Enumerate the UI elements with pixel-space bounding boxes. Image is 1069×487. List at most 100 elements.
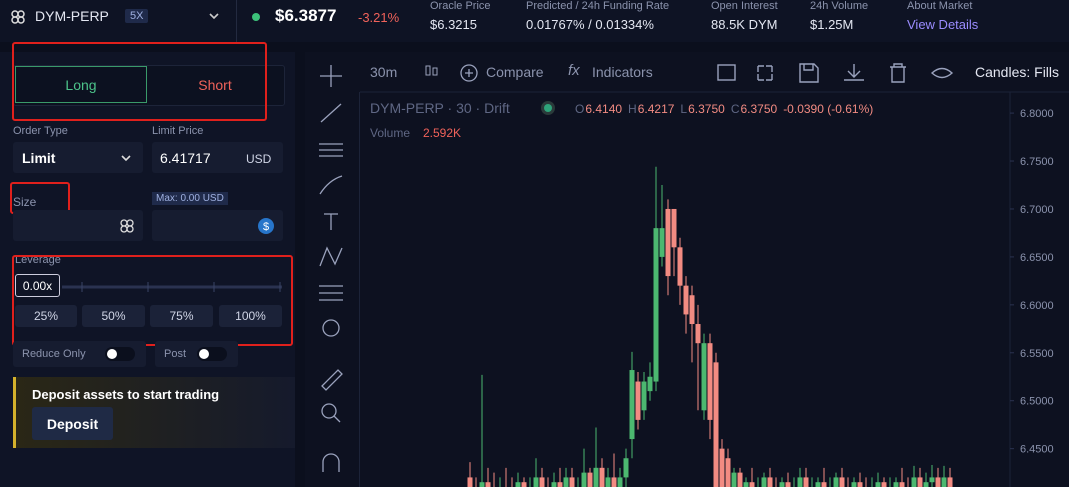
field-label: Size — [13, 195, 37, 209]
candle-body — [767, 477, 773, 487]
candle-body — [611, 477, 617, 487]
toggle-label: Reduce Only — [22, 348, 86, 360]
fib-tool[interactable] — [319, 285, 343, 301]
field-label: Limit Price — [152, 125, 204, 137]
text-tool[interactable] — [324, 213, 338, 230]
candle-body — [467, 477, 473, 487]
candle-body — [875, 482, 881, 487]
candle-body — [743, 482, 749, 487]
stat-value: $6.3215 — [430, 17, 477, 32]
layout-button[interactable] — [717, 64, 736, 81]
ohlc-label: L — [680, 102, 687, 116]
candle-body — [893, 482, 899, 487]
leverage-input[interactable]: 0.00x — [15, 274, 60, 297]
y-tick-label: 6.5000 — [1020, 396, 1054, 408]
candle-body — [941, 477, 947, 487]
indicators-button[interactable]: Indicators — [592, 64, 653, 80]
market-name[interactable]: DYM-PERP — [35, 8, 109, 24]
candle-body — [851, 482, 857, 487]
compare-button[interactable]: Compare — [486, 64, 544, 80]
ohlc-value: 6.3750 — [688, 102, 725, 116]
candle-body — [839, 477, 845, 487]
candle-body — [569, 477, 575, 487]
candle-body — [713, 362, 719, 487]
pattern-tool[interactable] — [319, 246, 343, 267]
y-tick-label: 6.8000 — [1020, 108, 1054, 120]
ohlc-label: H — [628, 102, 637, 116]
field-label: Order Type — [13, 125, 68, 137]
limit-price-input[interactable] — [152, 142, 283, 173]
stat-label: Oracle Price — [430, 0, 491, 12]
crosshair-tool[interactable] — [320, 65, 342, 87]
short-button[interactable]: Short — [198, 76, 232, 93]
market-chevron[interactable] — [208, 10, 220, 22]
chart-title: DYM-PERP · 30 · Drift — [370, 100, 510, 116]
interval[interactable]: 30m — [370, 64, 398, 80]
y-tick-label: 6.5500 — [1020, 348, 1054, 360]
candle-body — [635, 381, 641, 420]
line-tool[interactable] — [320, 103, 342, 123]
long-button[interactable]: Long — [15, 66, 147, 103]
fullscreen-button[interactable] — [757, 65, 773, 81]
candle-body — [881, 482, 887, 487]
candles-mode[interactable]: Candles: Fills — [975, 64, 1060, 80]
order-type-value: Limit — [22, 150, 56, 166]
stat-value: $1.25M — [810, 17, 854, 32]
toggle-switch[interactable] — [105, 347, 135, 361]
candle-body — [479, 482, 485, 487]
select-chevron — [121, 155, 131, 162]
candle-body — [665, 208, 671, 277]
candle-body — [641, 381, 647, 411]
ruler-tool[interactable] — [321, 369, 343, 391]
toggle-switch[interactable] — [197, 347, 227, 361]
candle-body — [737, 472, 743, 487]
stat-value: 0.01767% / 0.01334% — [526, 17, 654, 32]
emoji-tool[interactable] — [322, 319, 340, 337]
leverage-badge: 5X — [125, 9, 149, 23]
leverage-preset[interactable]: 25% — [15, 305, 77, 327]
save-button[interactable] — [799, 63, 819, 83]
candle-body — [689, 295, 695, 325]
hlines-tool[interactable] — [319, 143, 343, 157]
candle-body — [599, 467, 605, 487]
candle-body — [539, 477, 545, 487]
ohlc-label: C — [731, 102, 740, 116]
chart-type-icon[interactable] — [423, 62, 439, 80]
magnet-tool[interactable] — [322, 453, 340, 472]
view-details-link[interactable]: View Details — [907, 17, 979, 32]
price-change: -3.21% — [358, 10, 400, 25]
status-dot — [544, 104, 552, 112]
candle-body — [671, 208, 677, 248]
y-tick-label: 6.7000 — [1020, 204, 1054, 216]
candle-body — [833, 477, 839, 487]
ohlc-legend: O 6.4140 H 6.4217 L 6.3750 C 6.3750 -0.0390 (-0.… — [575, 102, 873, 116]
candle-body — [725, 458, 731, 487]
deposit-message: Deposit assets to start trading — [32, 387, 220, 402]
y-tick-label: 6.7500 — [1020, 156, 1054, 168]
order-type-select[interactable] — [13, 142, 143, 173]
indicators-icon[interactable]: fx — [568, 62, 580, 79]
compare-icon[interactable] — [459, 63, 479, 83]
candle-body — [593, 467, 599, 487]
delete-button[interactable] — [890, 63, 906, 83]
candle-body — [659, 228, 665, 257]
usdc-icon: $ — [258, 218, 274, 234]
ohlc-label: O — [575, 102, 584, 116]
leverage-preset[interactable]: 75% — [150, 305, 213, 327]
candle-body — [623, 458, 629, 478]
size-input[interactable] — [13, 210, 143, 241]
candle-body — [815, 482, 821, 487]
brush-tool[interactable] — [319, 175, 343, 195]
candle-body — [911, 477, 917, 487]
leverage-preset[interactable]: 100% — [219, 305, 282, 327]
deposit-button[interactable]: Deposit — [32, 407, 113, 440]
stat-label: 24h Volume — [810, 0, 869, 12]
candle-body — [785, 482, 791, 487]
candle-body — [563, 477, 569, 487]
leverage-preset[interactable]: 50% — [82, 305, 145, 327]
limit-price-unit: USD — [246, 152, 272, 166]
download-button[interactable] — [844, 64, 864, 81]
leverage-slider[interactable] — [60, 280, 285, 294]
visibility-button[interactable] — [930, 67, 954, 79]
zoom-tool[interactable] — [321, 403, 341, 423]
